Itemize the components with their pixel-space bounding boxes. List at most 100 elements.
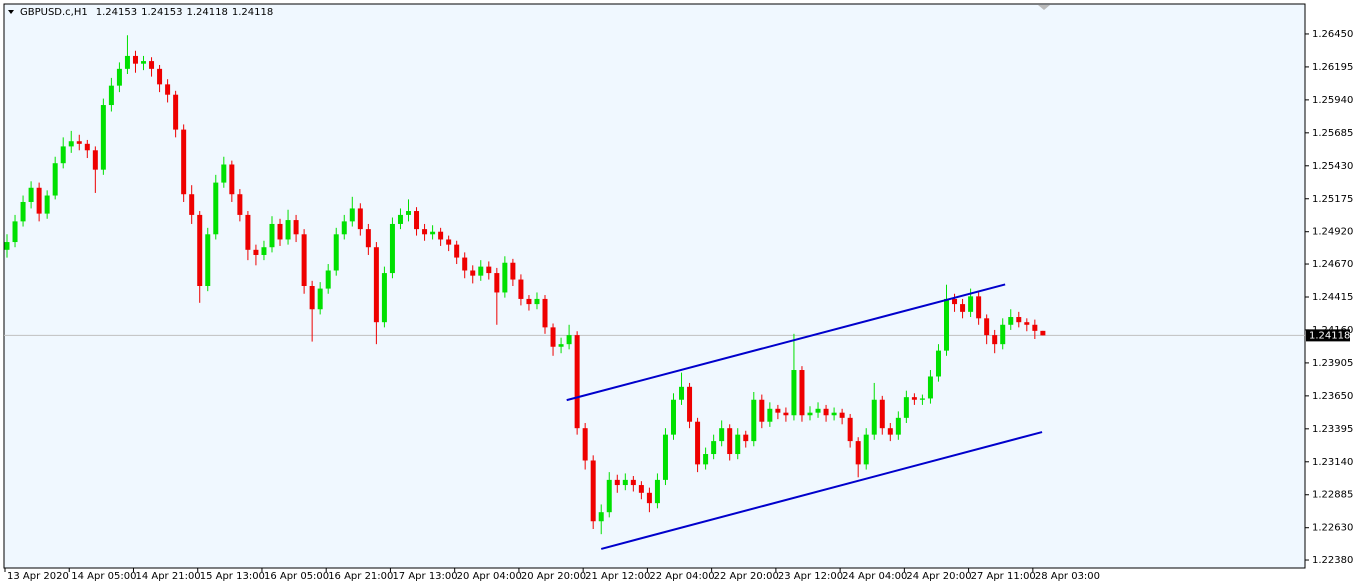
- candle-body: [679, 386, 685, 400]
- candle-body: [100, 105, 106, 170]
- candle-body: [245, 214, 251, 250]
- header-value: 1.24153: [141, 7, 182, 18]
- candle-body: [743, 434, 749, 442]
- chart-title: GBPUSD.c,H1: [20, 7, 88, 18]
- candle-body: [124, 55, 130, 69]
- candle-body: [1024, 322, 1030, 325]
- candle-body: [968, 296, 974, 312]
- candle-body: [911, 397, 917, 400]
- candle-body: [687, 386, 693, 422]
- x-tick-label: 14 Apr 05:00: [71, 571, 136, 582]
- candle-body: [976, 296, 982, 319]
- candle-body: [422, 229, 428, 235]
- candle-body: [293, 220, 299, 235]
- candle-body: [189, 194, 195, 215]
- y-tick-label: 1.23395: [1312, 424, 1353, 435]
- trend-line: [600, 431, 1043, 550]
- candle-body: [887, 428, 893, 435]
- candle-body: [454, 244, 460, 258]
- candle-body: [903, 397, 909, 418]
- candle-body: [365, 229, 371, 248]
- candle-body: [630, 479, 636, 486]
- x-tick-label: 16 Apr 05:00: [264, 571, 329, 582]
- candle-body: [614, 479, 620, 486]
- candle-body: [984, 318, 990, 336]
- y-tick-label: 1.25685: [1312, 128, 1353, 139]
- candle-body: [526, 298, 532, 305]
- trend-line: [566, 283, 1006, 402]
- y-tick-label: 1.24920: [1312, 227, 1353, 238]
- candle-body: [839, 412, 845, 418]
- candle-body: [277, 223, 283, 240]
- y-tick-label: 1.23650: [1312, 391, 1353, 402]
- x-tick-label: 23 Apr 12:00: [778, 571, 843, 582]
- candle-body: [871, 399, 877, 435]
- x-tick-label: 22 Apr 20:00: [714, 571, 779, 582]
- candle-body: [992, 335, 998, 345]
- y-tick-label: 1.22380: [1312, 555, 1353, 566]
- candle-body: [662, 434, 668, 480]
- candle-body: [534, 298, 540, 305]
- candle-body: [470, 270, 476, 276]
- candle-body: [261, 247, 267, 255]
- menu-arrow[interactable]: [8, 10, 14, 14]
- candle-body: [132, 55, 138, 64]
- y-tick-label: 1.24415: [1312, 292, 1353, 303]
- candle-body: [317, 288, 323, 310]
- candle-body: [221, 164, 227, 183]
- candle-body: [855, 441, 861, 465]
- candle-body: [309, 286, 315, 310]
- y-tick-label: 1.25940: [1312, 95, 1353, 106]
- candle-body: [149, 61, 155, 69]
- candle-body: [799, 370, 805, 416]
- candle-body: [879, 399, 885, 429]
- candle-body: [414, 211, 420, 230]
- candle-body: [919, 398, 925, 400]
- candle-body: [960, 304, 966, 312]
- candle-body: [1040, 330, 1046, 336]
- x-tick-label: 16 Apr 21:00: [328, 571, 393, 582]
- candle-body: [775, 408, 781, 413]
- candle-body: [60, 146, 66, 164]
- candle-body: [606, 479, 612, 513]
- candle-body: [213, 182, 219, 235]
- candle-body: [397, 214, 403, 224]
- candle-body: [141, 61, 147, 64]
- candle-body: [783, 412, 789, 416]
- x-tick-label: 20 Apr 20:00: [521, 571, 586, 582]
- candle-body: [301, 234, 307, 286]
- candle-body: [767, 408, 773, 422]
- candle-body: [68, 141, 74, 147]
- candle-body: [944, 298, 950, 351]
- candle-body: [373, 247, 379, 323]
- candle-body: [285, 220, 291, 240]
- candle-body: [44, 195, 50, 214]
- candle-body: [269, 223, 275, 248]
- candle-body: [502, 262, 508, 293]
- candle-body: [116, 68, 122, 86]
- candle-body: [831, 412, 837, 416]
- candle-body: [807, 412, 813, 416]
- candle-body: [574, 335, 580, 429]
- candle-body: [719, 428, 725, 442]
- candle-body: [582, 428, 588, 461]
- candle-body: [566, 335, 572, 345]
- x-tick-label: 17 Apr 13:00: [392, 571, 457, 582]
- candle-body: [12, 221, 18, 243]
- candle-body: [815, 408, 821, 413]
- candle-body: [173, 94, 179, 130]
- plot-area: [3, 3, 1306, 569]
- x-tick-label: 13 Apr 2020: [7, 571, 69, 582]
- candle-body: [518, 279, 524, 299]
- candle-body: [165, 84, 171, 95]
- current-price-box: [1306, 329, 1350, 342]
- candle-body: [108, 85, 114, 106]
- candle-body: [751, 399, 757, 442]
- candle-body: [237, 194, 243, 215]
- candle-body: [1032, 324, 1038, 331]
- x-tick-label: 20 Apr 04:00: [457, 571, 522, 582]
- y-tick-label: 1.22630: [1312, 523, 1353, 534]
- candle-body: [847, 417, 853, 442]
